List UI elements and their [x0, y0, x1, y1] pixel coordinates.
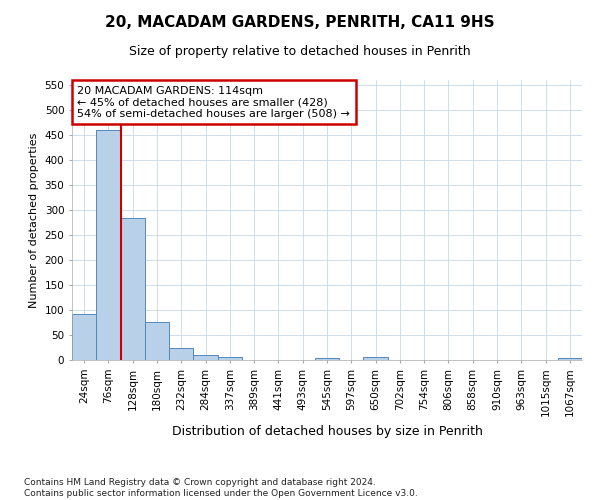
Bar — [121, 218, 145, 360]
X-axis label: Distribution of detached houses by size in Penrith: Distribution of detached houses by size … — [172, 424, 482, 438]
Text: 20 MACADAM GARDENS: 114sqm
← 45% of detached houses are smaller (428)
54% of sem: 20 MACADAM GARDENS: 114sqm ← 45% of deta… — [77, 86, 350, 119]
Bar — [72, 314, 96, 360]
Text: Contains HM Land Registry data © Crown copyright and database right 2024.
Contai: Contains HM Land Registry data © Crown c… — [24, 478, 418, 498]
Bar — [169, 348, 193, 360]
Bar — [558, 358, 582, 360]
Bar — [218, 357, 242, 360]
Bar — [145, 322, 169, 360]
Bar — [96, 130, 121, 360]
Bar — [193, 355, 218, 360]
Text: Size of property relative to detached houses in Penrith: Size of property relative to detached ho… — [129, 45, 471, 58]
Bar — [364, 357, 388, 360]
Text: 20, MACADAM GARDENS, PENRITH, CA11 9HS: 20, MACADAM GARDENS, PENRITH, CA11 9HS — [105, 15, 495, 30]
Bar — [315, 358, 339, 360]
Y-axis label: Number of detached properties: Number of detached properties — [29, 132, 39, 308]
